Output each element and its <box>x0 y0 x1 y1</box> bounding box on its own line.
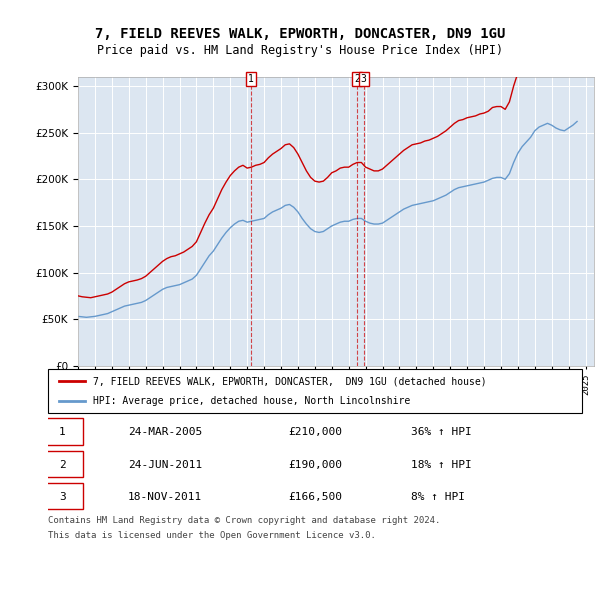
Text: 24-MAR-2005: 24-MAR-2005 <box>128 427 202 437</box>
FancyBboxPatch shape <box>43 418 83 444</box>
Text: Price paid vs. HM Land Registry's House Price Index (HPI): Price paid vs. HM Land Registry's House … <box>97 44 503 57</box>
FancyBboxPatch shape <box>43 451 83 477</box>
Text: 7, FIELD REEVES WALK, EPWORTH, DONCASTER,  DN9 1GU (detached house): 7, FIELD REEVES WALK, EPWORTH, DONCASTER… <box>94 376 487 386</box>
Text: 7, FIELD REEVES WALK, EPWORTH, DONCASTER, DN9 1GU: 7, FIELD REEVES WALK, EPWORTH, DONCASTER… <box>95 27 505 41</box>
Text: 2: 2 <box>354 74 360 84</box>
Text: £210,000: £210,000 <box>289 427 342 437</box>
Text: 36% ↑ HPI: 36% ↑ HPI <box>411 427 472 437</box>
Text: 2: 2 <box>59 460 66 470</box>
Text: £166,500: £166,500 <box>289 492 342 502</box>
Text: 18% ↑ HPI: 18% ↑ HPI <box>411 460 472 470</box>
Text: 18-NOV-2011: 18-NOV-2011 <box>128 492 202 502</box>
FancyBboxPatch shape <box>43 483 83 509</box>
Text: HPI: Average price, detached house, North Lincolnshire: HPI: Average price, detached house, Nort… <box>94 396 410 405</box>
Text: £190,000: £190,000 <box>289 460 342 470</box>
Text: 3: 3 <box>361 74 367 84</box>
Text: Contains HM Land Registry data © Crown copyright and database right 2024.: Contains HM Land Registry data © Crown c… <box>48 516 440 525</box>
Text: 1: 1 <box>59 427 66 437</box>
Text: 8% ↑ HPI: 8% ↑ HPI <box>411 492 465 502</box>
Text: 3: 3 <box>59 492 66 502</box>
Text: 1: 1 <box>248 74 254 84</box>
FancyBboxPatch shape <box>48 369 582 413</box>
Text: This data is licensed under the Open Government Licence v3.0.: This data is licensed under the Open Gov… <box>48 531 376 540</box>
Text: 24-JUN-2011: 24-JUN-2011 <box>128 460 202 470</box>
